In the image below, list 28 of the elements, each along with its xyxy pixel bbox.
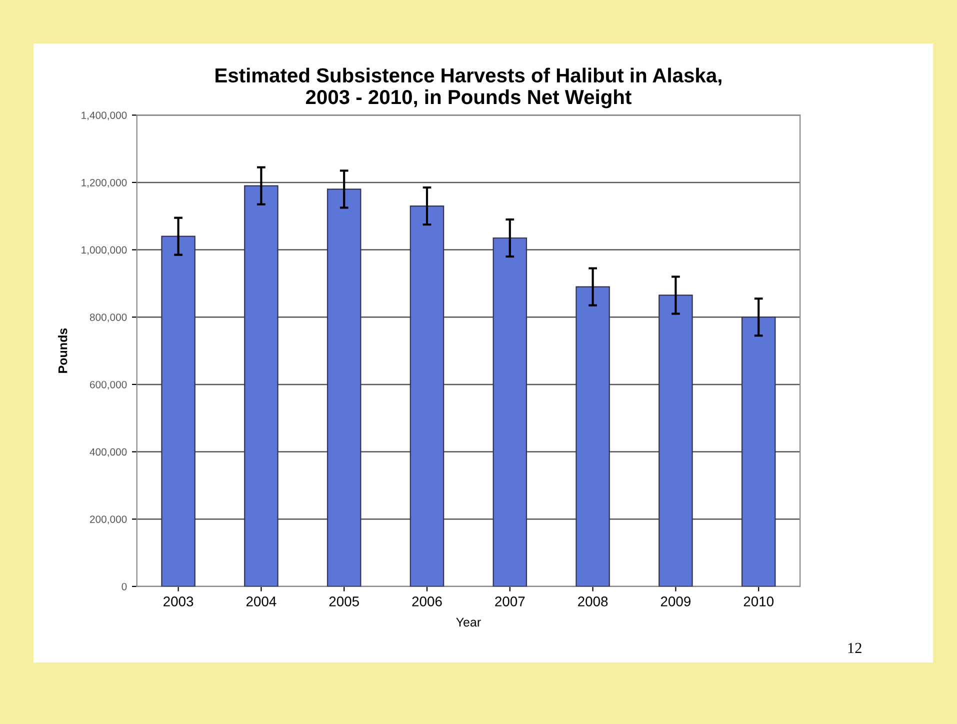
x-tick-label: 2003 xyxy=(164,596,194,606)
y-tick-label: 200,000 xyxy=(90,516,127,524)
x-tick-label: 2009 xyxy=(660,596,690,606)
y-tick-label: 600,000 xyxy=(90,380,127,390)
y-tick-label: 800,000 xyxy=(90,314,127,322)
x-tick-label: 2008 xyxy=(578,596,608,606)
chart-title: Estimated Subsistence Harvests of Halibut in Alaska, 2003 - 2010, in Pounds Net Weight xyxy=(216,68,722,108)
x-tick-label: 2004 xyxy=(246,596,276,606)
bar xyxy=(492,237,528,586)
x-tick-label: 2010 xyxy=(744,596,774,606)
x-tick-label: 2006 xyxy=(412,596,442,606)
bar xyxy=(244,185,278,586)
bar xyxy=(576,286,610,586)
x-axis-title: Year xyxy=(456,618,481,627)
y-tick-label: 1,400,000 xyxy=(82,112,127,120)
x-tick-label: 2007 xyxy=(495,596,525,606)
y-tick-label: 400,000 xyxy=(90,448,127,457)
y-tick-label: 0 xyxy=(122,582,127,590)
bar xyxy=(658,294,693,586)
bar xyxy=(741,316,776,586)
x-tick-label: 2005 xyxy=(329,596,359,606)
text: 12 xyxy=(848,642,862,654)
y-tick-label: 1,200,000 xyxy=(82,178,127,188)
bar xyxy=(161,236,196,586)
bar xyxy=(410,205,444,586)
y-tick-label: 1,000,000 xyxy=(82,246,127,255)
y-axis-title: Pounds xyxy=(58,328,68,373)
bar xyxy=(326,188,362,586)
